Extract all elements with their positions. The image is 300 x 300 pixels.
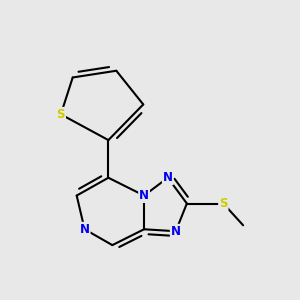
Text: N: N [80, 223, 90, 236]
Text: N: N [163, 171, 173, 184]
Text: S: S [219, 197, 228, 210]
Text: N: N [139, 189, 149, 202]
Text: N: N [171, 225, 181, 238]
Text: S: S [57, 108, 65, 121]
